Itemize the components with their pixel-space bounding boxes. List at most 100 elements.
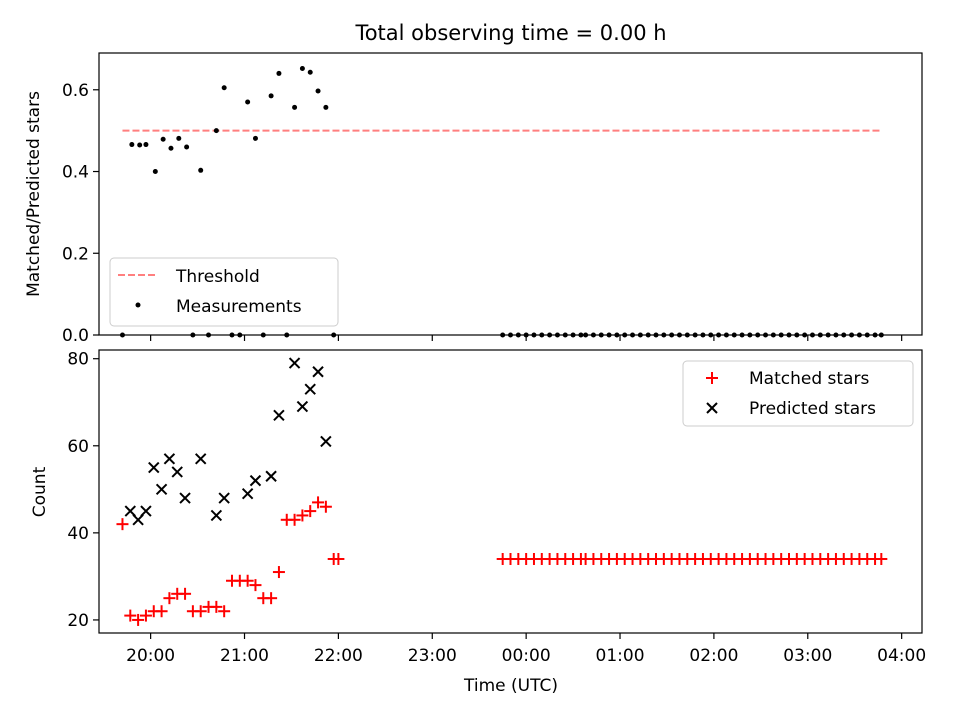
count-x-tick-label: 01:00	[596, 646, 645, 666]
matched-star-point	[875, 552, 888, 565]
predicted-star-point	[210, 509, 223, 522]
predicted-star-stroke	[140, 505, 152, 517]
count-x-tick-label: 22:00	[314, 646, 363, 666]
predicted-star-stroke	[210, 509, 223, 522]
matched-star-point	[249, 579, 262, 592]
measurement-point	[143, 142, 149, 148]
count-x-tick-label: 21:00	[220, 646, 269, 666]
measurement-point	[198, 167, 204, 173]
predicted-star-point	[155, 483, 168, 496]
count-y-tick-label: 60	[67, 437, 89, 457]
matched-star-point	[163, 592, 176, 605]
predicted-star-stroke	[218, 492, 230, 504]
ratio-y-tick-label: 0.4	[62, 163, 89, 183]
predicted-star-stroke	[249, 474, 262, 487]
predicted-star-stroke	[312, 366, 324, 378]
count-y-ticks: 20 40 60 80	[67, 350, 99, 631]
matched-legend-swatch	[706, 372, 718, 384]
ratio-legend-box	[109, 257, 339, 327]
predicted-star-point	[296, 400, 309, 413]
predicted-star-point	[140, 505, 152, 517]
count-plot-frame	[98, 349, 923, 634]
predicted-star-stroke	[163, 453, 176, 465]
matched-star-point	[265, 592, 278, 605]
matched-star-point	[210, 600, 223, 613]
ratio-y-ticks: 0.0 0.2 0.4 0.6	[62, 81, 99, 346]
measurements-legend-swatch	[135, 302, 141, 308]
predicted-star-stroke	[194, 453, 207, 465]
matched-star-point	[288, 513, 301, 526]
predicted-star-point	[241, 487, 254, 500]
count-panel: 20 40 60 80 20:00 21:00 22:00 23:00 00:00 01:00 0…	[30, 349, 926, 696]
predicted-star-point	[312, 366, 324, 378]
predicted-star-stroke	[304, 383, 316, 395]
count-x-axis-label: Time (UTC)	[463, 676, 558, 696]
matched-star-point	[179, 587, 192, 600]
measurement-point	[323, 104, 329, 110]
figure-title: Total observing time = 0.00 h	[354, 21, 666, 45]
matched-star-point	[124, 609, 137, 622]
measurement-point	[299, 66, 305, 72]
threshold-legend-label: Threshold	[175, 267, 260, 287]
count-y-tick-label: 20	[67, 611, 89, 631]
predicted-star-stroke	[124, 505, 136, 517]
count-marks	[116, 357, 888, 626]
matched-star-point	[194, 605, 207, 618]
predicted-star-point	[288, 357, 301, 369]
matched-star-point	[296, 509, 309, 522]
measurement-point	[129, 142, 135, 148]
count-x-tick-label: 04:00	[877, 646, 926, 666]
predicted-star-stroke	[296, 400, 309, 413]
matched-star-point	[319, 500, 332, 513]
count-y-tick-label: 80	[67, 350, 89, 370]
predicted-star-stroke	[241, 487, 254, 500]
matched-star-point	[139, 609, 152, 622]
ratio-x-ticks	[150, 335, 903, 341]
count-x-tick-label: 23:00	[408, 646, 457, 666]
matched-legend-label: Matched stars	[749, 369, 869, 389]
count-x-tick-label: 00:00	[502, 646, 551, 666]
measurement-point	[176, 135, 182, 141]
predicted-star-stroke	[265, 470, 277, 482]
count-legend: Matched stars Predicted stars	[682, 360, 914, 427]
ratio-y-tick-label: 0.2	[62, 244, 89, 264]
count-x-tick-label: 20:00	[126, 646, 175, 666]
count-y-tick-label: 40	[67, 524, 89, 544]
count-y-axis-label: Count	[30, 466, 50, 517]
measurement-point	[137, 142, 143, 148]
predicted-star-point	[273, 409, 285, 422]
measurement-point	[160, 136, 166, 142]
matched-star-point	[132, 613, 145, 626]
predicted-legend-swatch	[706, 402, 718, 414]
count-legend-box	[682, 360, 914, 427]
predicted-star-point	[194, 453, 207, 465]
predicted-star-stroke	[273, 409, 285, 422]
measurement-point	[307, 69, 313, 75]
predicted-star-stroke	[179, 492, 191, 504]
predicted-star-stroke	[155, 483, 168, 496]
predicted-star-point	[265, 470, 277, 482]
predicted-star-point	[148, 461, 160, 474]
measurement-point	[152, 169, 158, 175]
measurement-point	[184, 144, 190, 150]
matched-star-point	[312, 496, 325, 509]
measurement-point	[292, 104, 298, 110]
measurement-point	[268, 93, 274, 99]
predicted-star-stroke	[320, 435, 332, 448]
ratio-plot-frame	[98, 52, 923, 336]
measurements-legend-label: Measurements	[176, 297, 302, 317]
matched-star-point	[116, 518, 129, 531]
ratio-y-tick-label: 0.6	[62, 81, 89, 101]
matched-star-point	[304, 505, 317, 518]
measurement-point	[245, 99, 251, 105]
ratio-legend: Threshold Measurements	[109, 257, 339, 327]
matched-star-point	[155, 605, 168, 618]
predicted-star-stroke	[148, 461, 160, 474]
matched-star-point	[272, 566, 285, 579]
matched-star-point	[218, 605, 231, 618]
measurement-point	[315, 88, 321, 94]
predicted-star-point	[171, 466, 183, 478]
predicted-star-point	[179, 492, 191, 504]
